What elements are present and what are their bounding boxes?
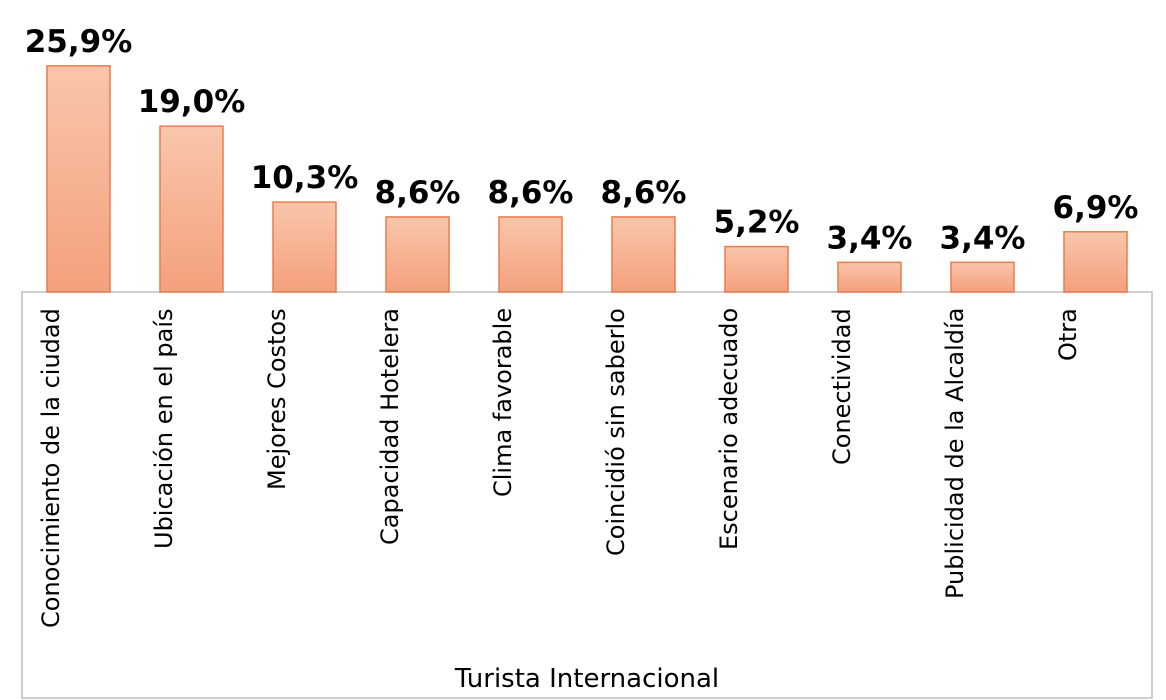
value-label: 10,3%	[251, 160, 359, 196]
value-label: 3,4%	[940, 220, 1026, 256]
value-label: 6,9%	[1053, 190, 1139, 226]
value-label: 8,6%	[601, 175, 687, 211]
x-tick-label: Otra	[1053, 308, 1082, 361]
value-label: 3,4%	[827, 220, 913, 256]
x-tick-label: Publicidad de la Alcaldía	[940, 308, 969, 600]
x-axis-title: Turista Internacional	[454, 664, 720, 694]
bar	[385, 216, 450, 293]
bar	[46, 65, 111, 293]
bar	[159, 125, 224, 293]
x-tick-label: Mejores Costos	[262, 308, 291, 490]
bar	[837, 261, 902, 293]
x-tick-label: Conectividad	[827, 308, 856, 465]
x-tick-label: Escenario adecuado	[714, 308, 743, 551]
bar	[724, 245, 789, 293]
value-label: 25,9%	[25, 24, 133, 60]
value-label: 19,0%	[138, 84, 246, 120]
bar	[498, 216, 563, 293]
x-tick-label: Conocimiento de la ciudad	[36, 308, 65, 628]
bar	[1063, 231, 1128, 293]
x-tick-label: Capacidad Hotelera	[375, 308, 404, 545]
value-label: 5,2%	[714, 205, 800, 241]
bar	[611, 216, 676, 293]
x-tick-label: Clima favorable	[488, 308, 517, 498]
bar	[272, 201, 337, 293]
x-tick-label: Ubicación en el país	[149, 308, 178, 549]
bar	[950, 261, 1015, 293]
x-tick-label: Coincidió sin saberlo	[601, 308, 630, 556]
value-label: 8,6%	[488, 175, 574, 211]
category-frame	[21, 291, 1153, 699]
value-label: 8,6%	[375, 175, 461, 211]
